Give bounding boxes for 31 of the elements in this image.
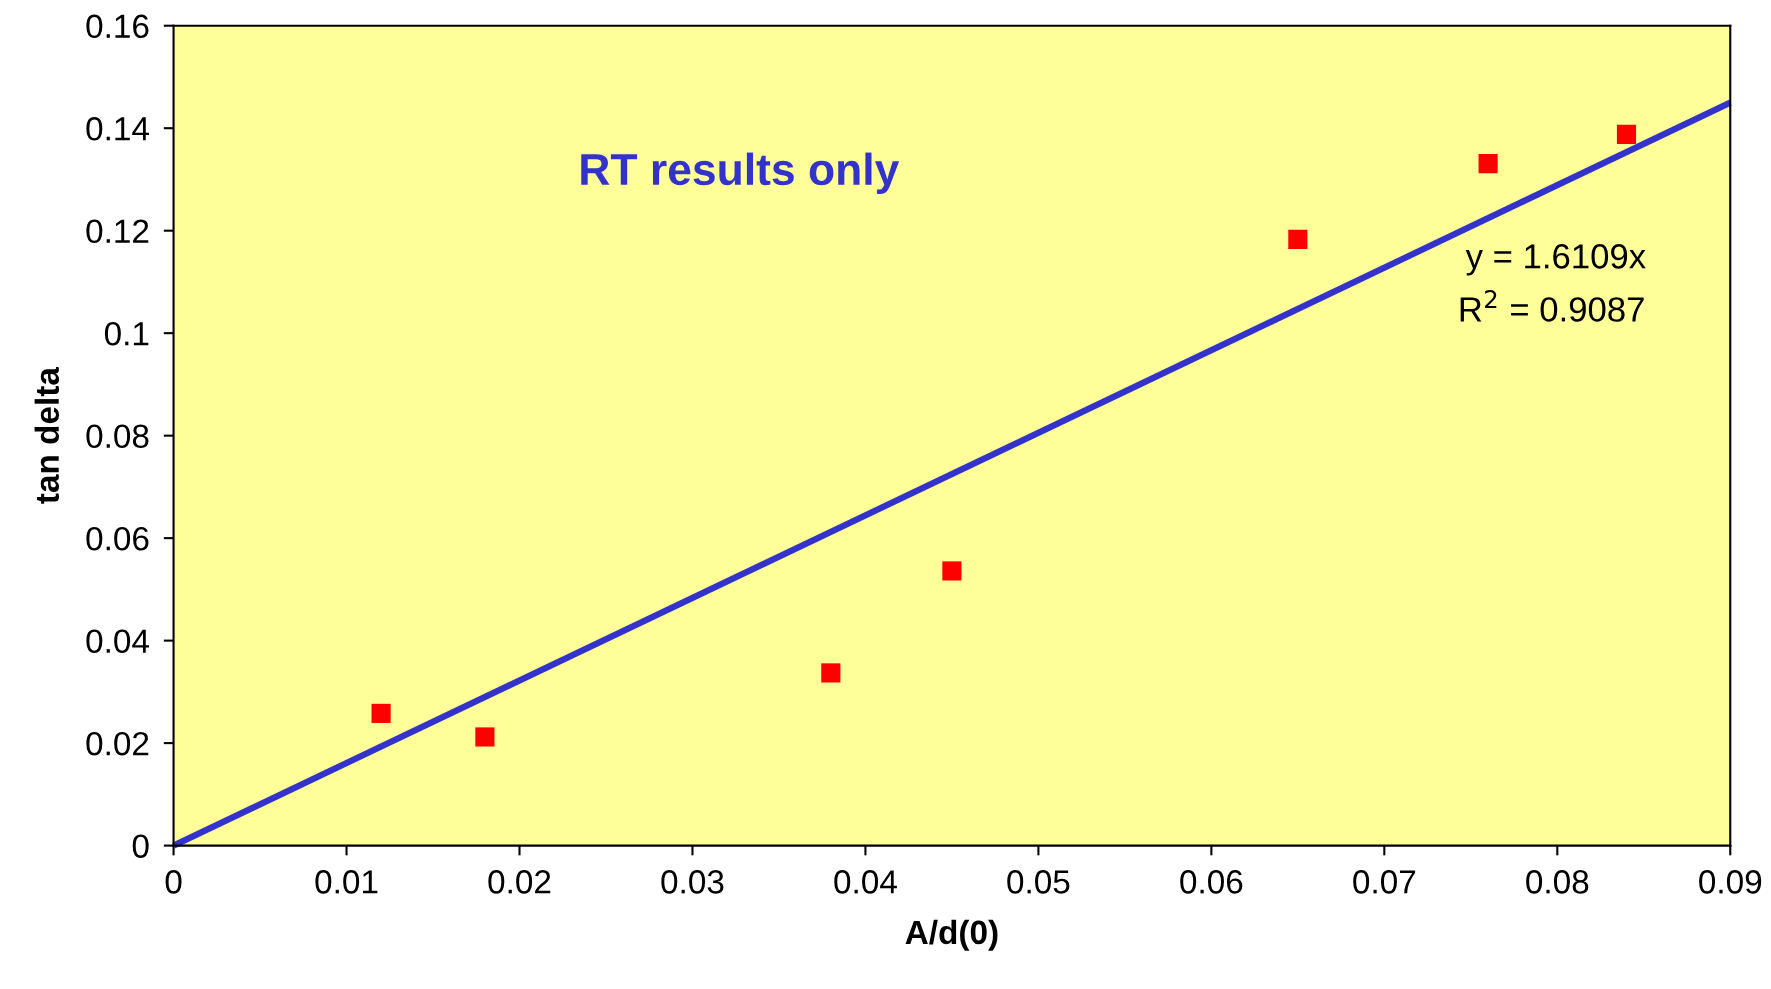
- x-tick-label: 0.03: [661, 870, 724, 894]
- y-tick-label: 0: [132, 834, 149, 858]
- annotation: R$^{2}$ = 0.9087: [1460, 290, 1644, 322]
- point: [942, 561, 962, 581]
- x-tick-label: 0.08: [1526, 870, 1589, 894]
- y-axis-title: tan delta: [34, 366, 60, 504]
- y-tick-label: 0.06: [86, 526, 149, 551]
- x-tick-label: 0.01: [315, 870, 378, 894]
- y-tick-label: 0.1: [104, 321, 149, 346]
- x-axis-title: A/d(0): [905, 919, 998, 951]
- point: [371, 703, 391, 723]
- x-tick-label: 0.04: [834, 870, 897, 894]
- y-tick-label: 0.08: [86, 424, 149, 449]
- x-tick-label: 0: [165, 870, 182, 894]
- point: [1616, 124, 1637, 144]
- annotation: y = 1.6109x: [1465, 244, 1646, 276]
- x-tick-label: 0.02: [488, 870, 551, 894]
- annotation: RT results only: [581, 152, 900, 195]
- x-tick-label: 0.07: [1353, 870, 1416, 894]
- point: [1288, 229, 1308, 249]
- x-tick-label: 0.05: [1007, 870, 1070, 894]
- y-tick-label: 0.14: [86, 117, 149, 141]
- point: [821, 663, 841, 683]
- x-tick-label: 0.09: [1699, 870, 1762, 894]
- y-tick-label: 0.04: [86, 629, 149, 654]
- point: [1478, 153, 1498, 174]
- y-tick-label: 0.02: [86, 731, 149, 756]
- x-tick-label: 0.06: [1180, 870, 1243, 894]
- y-tick-label: 0.16: [86, 14, 149, 39]
- y-tick-label: 0.12: [86, 219, 149, 244]
- point: [475, 727, 495, 747]
